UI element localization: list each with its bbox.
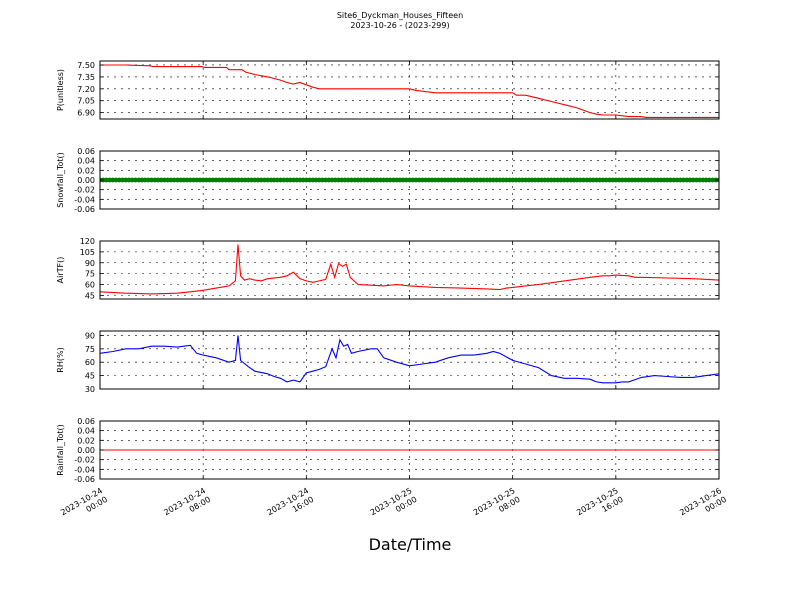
chart-subtitle: 2023-10-26 - (2023-299) [350,21,450,30]
y-tick-label: 120 [80,237,95,246]
y-tick-label: 90 [85,259,95,268]
y-tick-label: 0.04 [77,157,95,166]
y-tick-label: 0.00 [77,176,95,185]
y-tick-label: -0.04 [74,195,95,204]
chart-title: Site6_Dyckman_Houses_Fifteen [336,11,464,20]
y-tick-label: 75 [85,345,95,354]
x-axis-label: Date/Time [368,535,452,554]
y-tick-label: 45 [85,291,95,300]
y-tick-label: 0.02 [77,166,95,175]
y-tick-label: -0.06 [74,475,95,484]
y-tick-label: 105 [80,248,95,257]
y-tick-label: 0.04 [77,427,95,436]
y-axis-label: RH(%) [56,347,65,372]
y-tick-label: 45 [85,372,95,381]
y-tick-label: 0.06 [77,147,95,156]
y-tick-label: 90 [85,331,95,340]
y-axis-label: Rainfall_Tot() [56,424,65,476]
y-axis-label: AirTF() [56,257,65,284]
y-tick-label: 7.20 [77,85,95,94]
series-line [100,244,719,295]
y-tick-label: 75 [85,270,95,279]
y-tick-label: 6.90 [77,109,95,118]
y-tick-label: -0.04 [74,465,95,474]
y-tick-label: -0.06 [74,205,95,214]
series-line [100,335,719,384]
y-axis-label: Snowfall_Tot() [56,152,65,208]
y-tick-label: 60 [85,358,95,367]
y-tick-label: 30 [85,385,95,394]
y-axis-label: P(unitless) [56,69,65,111]
y-tick-label: 7.05 [77,97,95,106]
y-tick-label: 7.50 [77,61,95,70]
y-tick-label: 0.02 [77,436,95,445]
y-tick-label: 7.35 [77,73,95,82]
y-tick-label: 0.00 [77,446,95,455]
y-tick-label: 0.06 [77,417,95,426]
y-tick-label: -0.02 [74,456,95,465]
y-tick-label: 60 [85,281,95,290]
series-line [100,64,719,118]
y-tick-label: -0.02 [74,186,95,195]
